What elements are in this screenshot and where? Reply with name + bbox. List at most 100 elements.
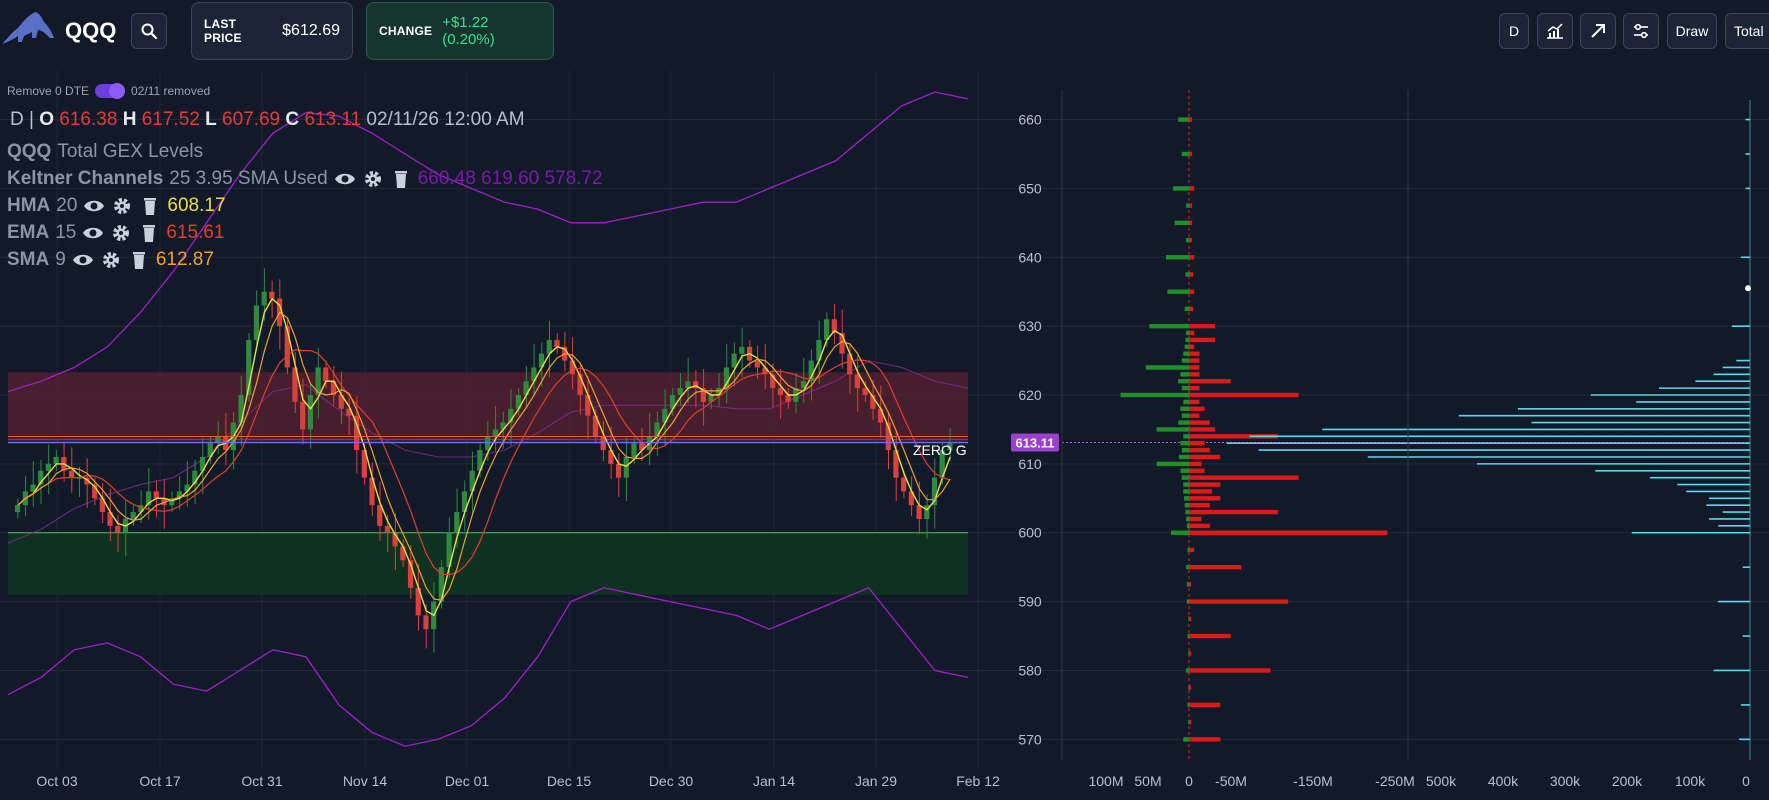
legend-keltner-params: 25 3.95 SMA Used <box>169 168 328 189</box>
candle-body <box>939 450 945 478</box>
candle-body <box>808 360 814 382</box>
candle-body <box>716 388 722 396</box>
candle-body <box>831 319 837 334</box>
y-tick-label: 660 <box>1018 112 1042 128</box>
settings-button[interactable] <box>1623 13 1659 49</box>
chart-area[interactable]: 613.11 ZERO G 660 650 640 630 620 610 600 590 580… <box>0 64 1769 800</box>
eye-icon[interactable] <box>72 250 94 270</box>
candle-body <box>400 546 406 561</box>
gex-negative-bar <box>1189 530 1388 535</box>
gex-positive-bar <box>1186 516 1189 522</box>
candle-body <box>762 367 768 375</box>
legend-keltner-name: Keltner Channels <box>7 168 164 189</box>
gex-positive-bar <box>1183 434 1189 439</box>
gex-negative-bar <box>1189 344 1195 350</box>
y-tick-label: 610 <box>1018 456 1042 472</box>
gear-icon[interactable] <box>100 250 122 270</box>
gex-negative-bar <box>1189 413 1200 418</box>
draw-button[interactable]: Draw <box>1667 13 1717 49</box>
gear-icon[interactable] <box>110 223 132 243</box>
candle-body <box>138 505 144 513</box>
trash-icon[interactable] <box>139 196 161 216</box>
chart-indicator-icon <box>1547 23 1563 39</box>
legend-hma-params: 20 <box>56 195 78 216</box>
gear-icon[interactable] <box>111 196 133 216</box>
candle-body <box>693 381 699 389</box>
gex-positive-bar <box>1185 272 1189 277</box>
candle-body <box>207 443 213 457</box>
eye-icon[interactable] <box>83 196 105 216</box>
gex-negative-bar <box>1189 516 1202 522</box>
gex-positive-bar <box>1186 523 1189 529</box>
x-tick-label: Nov 14 <box>343 773 388 789</box>
gex-positive-bar <box>1180 468 1189 473</box>
trash-icon[interactable] <box>138 223 160 243</box>
legend-sma-name: SMA <box>7 249 50 270</box>
gex-negative-bar <box>1189 151 1193 157</box>
y-tick-label: 600 <box>1018 525 1042 541</box>
bear-logo-icon[interactable] <box>0 8 56 48</box>
gex-positive-bar <box>1187 702 1189 708</box>
ema-line <box>17 349 951 576</box>
gex-negative-bar <box>1189 420 1210 425</box>
candle-body <box>384 525 391 533</box>
interval-button[interactable]: D <box>1499 13 1529 49</box>
gex-negative-bar <box>1189 220 1193 226</box>
candle-body <box>423 615 429 630</box>
gear-icon[interactable] <box>362 169 384 189</box>
candle-body <box>577 374 583 396</box>
change-label: CHANGE <box>379 24 433 38</box>
indicators-button[interactable] <box>1537 13 1573 49</box>
search-button[interactable] <box>131 13 167 49</box>
candle-body <box>215 436 221 444</box>
gex-tick-label: -150M <box>1293 773 1333 789</box>
candle-body <box>654 422 660 437</box>
gex-positive-bar <box>1188 685 1189 690</box>
last-price-value: $612.69 <box>282 22 340 39</box>
eye-icon[interactable] <box>334 169 356 189</box>
trash-icon[interactable] <box>390 169 412 189</box>
candle-body <box>115 525 121 533</box>
candle-body <box>600 436 606 451</box>
trash-icon[interactable] <box>128 250 150 270</box>
total-button[interactable]: Total <box>1725 13 1769 49</box>
candle-body <box>531 367 537 382</box>
candle-body <box>477 450 483 471</box>
gex-tick-label: 0 <box>1185 773 1193 789</box>
support-zone <box>8 532 968 595</box>
gex-positive-bar <box>1178 117 1189 122</box>
gex-positive-bar <box>1156 427 1189 432</box>
candle-body <box>685 381 691 389</box>
candle-body <box>777 388 783 396</box>
candle-body <box>330 381 337 396</box>
gex-negative-bar <box>1189 668 1271 673</box>
gex-negative-bar <box>1189 509 1278 515</box>
ohlc-close-key: C <box>285 109 300 130</box>
candle-body <box>176 491 183 499</box>
gex-negative-bar <box>1189 434 1278 439</box>
candle-body <box>338 395 344 409</box>
dte-toggle[interactable] <box>95 83 126 99</box>
gex-positive-bar <box>1188 616 1189 622</box>
gex-negative-bar <box>1189 372 1200 377</box>
candle-body <box>253 305 260 340</box>
candle-body <box>631 443 637 457</box>
legend-sma-params: 9 <box>55 249 66 270</box>
candle-body <box>847 353 853 375</box>
gex-positive-bar <box>1183 496 1189 501</box>
candle-body <box>161 498 167 506</box>
x-tick-label: Dec 15 <box>547 773 592 789</box>
trend-line-button[interactable] <box>1580 13 1616 49</box>
candle-body <box>199 456 206 471</box>
dte-status: 02/11 removed <box>131 84 211 98</box>
candle-body <box>246 339 252 396</box>
eye-icon[interactable] <box>82 223 104 243</box>
gex-negative-bar <box>1189 496 1221 501</box>
candle-body <box>361 450 367 478</box>
gex-negative-bar <box>1189 564 1242 570</box>
x-tick-label: Feb 12 <box>956 773 1000 789</box>
gex-positive-bar <box>1180 372 1189 377</box>
gex-negative-bar <box>1189 272 1194 277</box>
gex-positive-bar <box>1184 344 1189 350</box>
candle-body <box>153 491 159 499</box>
